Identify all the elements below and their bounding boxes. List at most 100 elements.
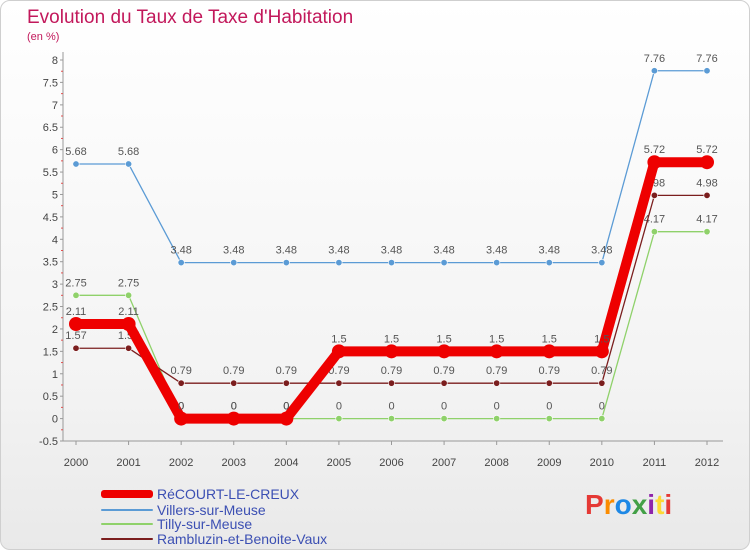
data-point-r-court-le-creux [489,344,504,359]
data-label-rambluzin-et-benoite-vaux: 0.79 [170,365,191,377]
data-point-tilly-sur-meuse [387,415,395,423]
x-tick-label: 2005 [327,457,351,469]
x-tick-label: 2002 [169,457,193,469]
data-label-villers-sur-meuse: 7.76 [644,53,665,65]
data-label-r-court-le-creux: 1.5 [489,333,504,345]
legend-label-villers-sur-meuse: Villers-sur-Meuse [157,502,266,518]
legend-swatch-r-court-le-creux [101,490,153,498]
data-label-rambluzin-et-benoite-vaux: 0.79 [591,365,612,377]
data-label-tilly-sur-meuse: 0 [546,401,552,413]
data-label-villers-sur-meuse: 3.48 [276,245,297,257]
legend-item-r-court-le-creux: RéCOURT-LE-CREUX [101,487,299,501]
y-tick-label: 0 [52,414,58,426]
data-label-r-court-le-creux: 0 [283,401,289,413]
data-point-r-court-le-creux [542,344,557,359]
data-point-rambluzin-et-benoite-vaux [230,379,238,387]
y-tick-label: 5.5 [43,167,58,179]
data-label-rambluzin-et-benoite-vaux: 0.79 [486,365,507,377]
data-label-tilly-sur-meuse: 2.75 [118,277,139,289]
data-point-r-court-le-creux [384,344,399,359]
proxiti-logo: Proxiti [585,489,672,521]
data-label-tilly-sur-meuse: 0 [178,401,184,413]
data-point-villers-sur-meuse [387,259,395,267]
data-point-rambluzin-et-benoite-vaux [177,379,185,387]
legend-swatch-villers-sur-meuse [101,509,153,511]
x-tick-label: 2009 [537,457,561,469]
y-tick-label: 4 [52,234,58,246]
data-point-r-court-le-creux [279,411,294,426]
data-point-villers-sur-meuse [650,67,658,75]
y-tick-label: 1 [52,369,58,381]
data-point-r-court-le-creux [121,317,136,332]
data-label-rambluzin-et-benoite-vaux: 4.98 [696,177,717,189]
logo-letter: r [603,489,615,520]
data-point-r-court-le-creux [226,411,241,426]
data-label-rambluzin-et-benoite-vaux: 0.79 [276,365,297,377]
data-label-villers-sur-meuse: 3.48 [539,245,560,257]
data-point-tilly-sur-meuse [493,415,501,423]
legend-item-rambluzin-et-benoite-vaux: Rambluzin-et-Benoite-Vaux [101,532,327,546]
data-label-tilly-sur-meuse: 2.75 [65,277,86,289]
data-point-rambluzin-et-benoite-vaux [598,379,606,387]
y-tick-label: 4.5 [43,212,58,224]
data-point-villers-sur-meuse [598,259,606,267]
legend-swatch-tilly-sur-meuse [101,523,153,525]
x-tick-label: 2003 [222,457,246,469]
data-label-rambluzin-et-benoite-vaux: 0.79 [328,365,349,377]
data-label-r-court-le-creux: 1.5 [542,333,557,345]
data-point-r-court-le-creux [331,344,346,359]
data-label-villers-sur-meuse: 3.48 [223,245,244,257]
data-label-r-court-le-creux: 2.11 [66,306,87,318]
y-tick-label: -0.5 [39,436,58,448]
legend-label-tilly-sur-meuse: Tilly-sur-Meuse [157,516,253,532]
data-label-r-court-le-creux: 5.72 [696,144,717,156]
data-point-r-court-le-creux [700,155,714,170]
data-point-rambluzin-et-benoite-vaux [72,344,80,352]
data-point-tilly-sur-meuse [335,415,343,423]
data-label-rambluzin-et-benoite-vaux: 0.79 [223,365,244,377]
x-tick-label: 2011 [643,457,667,469]
data-label-villers-sur-meuse: 5.68 [118,146,139,158]
logo-letter: o [614,489,632,520]
data-point-rambluzin-et-benoite-vaux [387,379,395,387]
y-tick-label: 7.5 [43,77,58,89]
data-label-villers-sur-meuse: 3.48 [381,245,402,257]
data-label-tilly-sur-meuse: 4.17 [696,214,717,226]
data-point-villers-sur-meuse [282,259,290,267]
data-label-villers-sur-meuse: 5.68 [65,146,86,158]
legend-swatch-rambluzin-et-benoite-vaux [101,538,153,540]
data-label-rambluzin-et-benoite-vaux: 0.79 [381,365,402,377]
data-point-villers-sur-meuse [335,259,343,267]
y-tick-label: 8 [52,55,58,67]
data-label-tilly-sur-meuse: 0 [283,401,289,413]
y-tick-label: 2 [52,324,58,336]
data-label-r-court-le-creux: 0 [231,401,237,413]
data-label-tilly-sur-meuse: 0 [494,401,500,413]
data-label-r-court-le-creux: 0 [178,401,184,413]
y-tick-label: 3 [52,279,58,291]
data-point-tilly-sur-meuse [125,291,133,299]
data-point-rambluzin-et-benoite-vaux [335,379,343,387]
data-label-rambluzin-et-benoite-vaux: 0.79 [433,365,454,377]
logo-letter: i [664,489,673,520]
data-label-r-court-le-creux: 1.5 [331,333,346,345]
data-label-r-court-le-creux: 1.5 [436,333,451,345]
data-label-r-court-le-creux: 1.5 [594,333,609,345]
data-point-villers-sur-meuse [230,259,238,267]
data-label-villers-sur-meuse: 3.48 [170,245,191,257]
data-label-villers-sur-meuse: 3.48 [486,245,507,257]
data-label-villers-sur-meuse: 3.48 [591,245,612,257]
x-tick-label: 2010 [590,457,614,469]
data-point-tilly-sur-meuse [598,415,606,423]
y-tick-label: 6 [52,145,58,157]
data-label-r-court-le-creux: 2.11 [118,306,139,318]
y-tick-label: 1.5 [43,346,58,358]
data-label-tilly-sur-meuse: 0 [336,401,342,413]
data-point-rambluzin-et-benoite-vaux [703,191,711,199]
data-point-tilly-sur-meuse [440,415,448,423]
data-label-villers-sur-meuse: 7.76 [696,53,717,65]
data-point-rambluzin-et-benoite-vaux [282,379,290,387]
data-label-villers-sur-meuse: 3.48 [433,245,454,257]
data-label-rambluzin-et-benoite-vaux: 0.79 [539,365,560,377]
